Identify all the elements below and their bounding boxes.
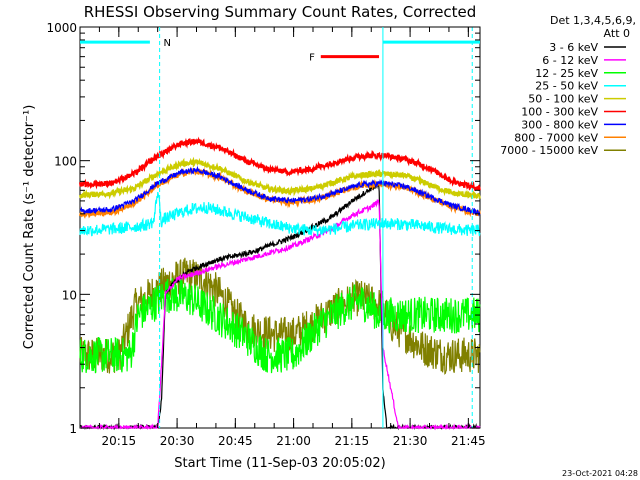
series-line [79, 165, 481, 217]
flare-flag-label: F [309, 53, 315, 64]
legend-header-line-2: Att 0 [604, 27, 630, 40]
legend-entry-label: 800 - 7000 keV [514, 131, 598, 144]
series-layer [79, 136, 481, 431]
flag-layer: NF [80, 27, 480, 428]
y-tick-label: 1000 [46, 21, 77, 35]
plot-frame [79, 26, 481, 429]
legend-entry-label: 100 - 300 keV [521, 106, 598, 119]
legend-entry-label: 300 - 800 keV [521, 118, 598, 131]
legend-entry-label: 6 - 12 keV [542, 54, 598, 67]
legend-entry-label: 50 - 100 keV [528, 93, 598, 106]
x-tick-label: 20:45 [218, 434, 253, 448]
tick-layer: 1 10 100 1000 20:15 20:30 20:45 21:00 21:15 21:30… [46, 21, 485, 448]
legend-entry-label: 12 - 25 keV [535, 67, 598, 80]
y-tick-label: 100 [54, 155, 77, 169]
x-tick-label: 20:30 [160, 434, 195, 448]
x-tick-label: 21:45 [451, 434, 486, 448]
series-line [79, 136, 481, 192]
x-tick-label: 21:00 [276, 434, 311, 448]
series-line [79, 156, 481, 200]
night-flag-label: N [163, 38, 170, 49]
x-tick-label: 20:15 [102, 434, 137, 448]
chart-title: RHESSI Observing Summary Count Rates, Co… [84, 3, 477, 21]
series-line [79, 278, 481, 374]
x-axis-label: Start Time (11-Sep-03 20:05:02) [174, 456, 385, 471]
legend-header-line-1: Det 1,3,4,5,6,9, [550, 14, 636, 27]
legend-entry-label: 25 - 50 keV [535, 80, 598, 93]
series-line [79, 191, 481, 237]
y-axis-label: Corrected Count Rate (s⁻¹ detector⁻¹) [22, 105, 37, 350]
x-tick-label: 21:30 [393, 434, 428, 448]
legend-entry-label: 7000 - 15000 keV [500, 144, 598, 157]
legend-entry-label: 3 - 6 keV [549, 41, 598, 54]
y-tick-label: 10 [62, 288, 77, 302]
render-timestamp: 23-Oct-2021 04:28 [562, 469, 638, 478]
y-tick-label: 1 [69, 422, 77, 436]
x-tick-label: 21:15 [335, 434, 370, 448]
series-line [80, 199, 481, 431]
